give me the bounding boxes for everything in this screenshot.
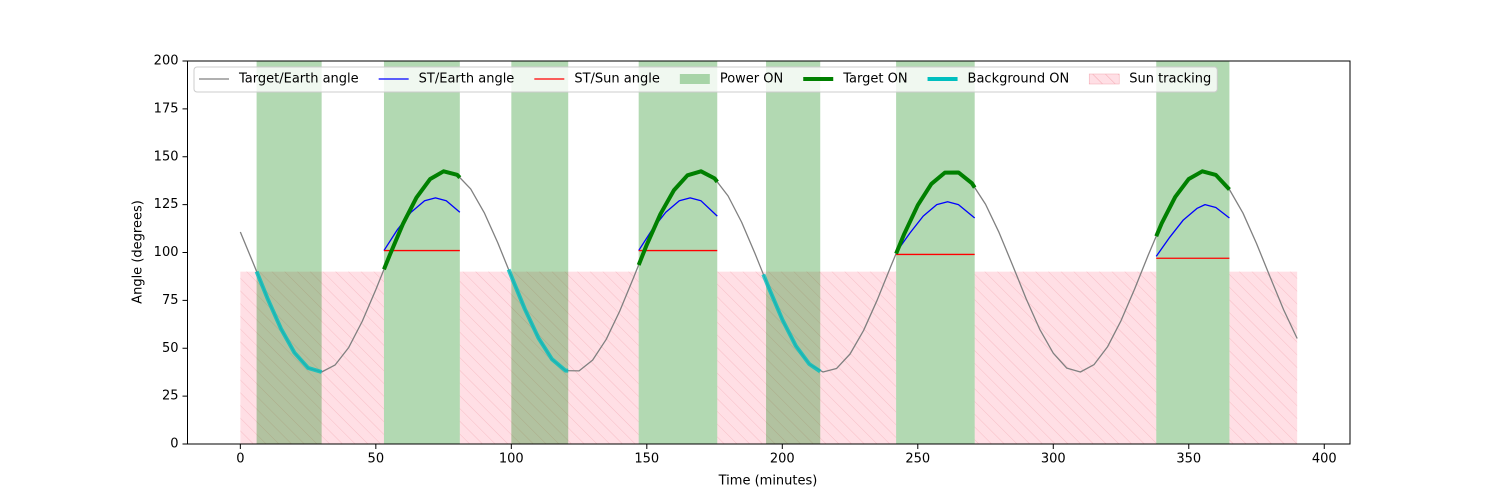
line — [894, 170, 977, 255]
line — [383, 197, 461, 251]
legend-frame — [193, 66, 1218, 93]
span-hatch — [974, 271, 1157, 444]
legend-swatch — [679, 74, 710, 84]
line — [1155, 203, 1230, 257]
axes: 0 50 100 150 200 250 300 350 400 0 25 50 75 100 125 150… — [154, 54, 1351, 467]
x-tick-label: 300 — [1041, 452, 1066, 467]
line — [506, 268, 569, 373]
span — [511, 61, 569, 444]
x-tick-label: 0 — [236, 452, 244, 467]
legend-label: Background ON — [968, 72, 1070, 87]
y-axis-label: Angle (degrees) — [131, 200, 146, 304]
y-tick-label: 150 — [154, 149, 179, 164]
x-tick-label: 250 — [905, 452, 930, 467]
x-tick-label: 50 — [368, 452, 385, 467]
line — [1154, 169, 1231, 238]
x-tick-label: 100 — [499, 452, 524, 467]
span-hatch — [1229, 271, 1298, 444]
span — [766, 61, 821, 444]
y-tick-label: 25 — [162, 389, 179, 404]
legend-label: Power ON — [720, 72, 783, 87]
legend-label: Target/Earth angle — [238, 72, 359, 87]
line — [254, 270, 323, 374]
x-tick-label: 150 — [634, 452, 659, 467]
x-tick-label: 350 — [1176, 452, 1201, 467]
line — [895, 201, 976, 253]
span — [256, 61, 322, 444]
span — [638, 61, 718, 444]
legend-swatch-hatch — [1088, 73, 1120, 85]
x-axis-label: Time (minutes) — [718, 474, 818, 489]
legend-label: ST/Earth angle — [419, 72, 515, 87]
y-tick-label: 200 — [154, 54, 179, 69]
plot-area — [239, 61, 1298, 444]
line — [382, 169, 462, 271]
y-tick-label: 0 — [170, 437, 178, 452]
span — [1156, 61, 1230, 444]
line — [636, 169, 719, 266]
y-tick-label: 175 — [154, 101, 179, 116]
x-tick-label: 400 — [1312, 452, 1337, 467]
y-tick-label: 50 — [162, 341, 179, 356]
legend: Target/Earth angle ST/Earth angle ST/Sun a… — [193, 66, 1218, 93]
line — [761, 273, 822, 374]
legend-label: Target ON — [842, 72, 907, 87]
span-hatch — [240, 271, 384, 444]
legend-label: Sun tracking — [1129, 72, 1211, 87]
y-tick-label: 100 — [154, 245, 179, 260]
y-tick-label: 75 — [162, 293, 179, 308]
span — [896, 61, 975, 444]
y-tick-label: 125 — [154, 197, 179, 212]
span — [383, 61, 460, 444]
legend-label: ST/Sun angle — [574, 72, 660, 87]
x-tick-label: 200 — [770, 452, 795, 467]
